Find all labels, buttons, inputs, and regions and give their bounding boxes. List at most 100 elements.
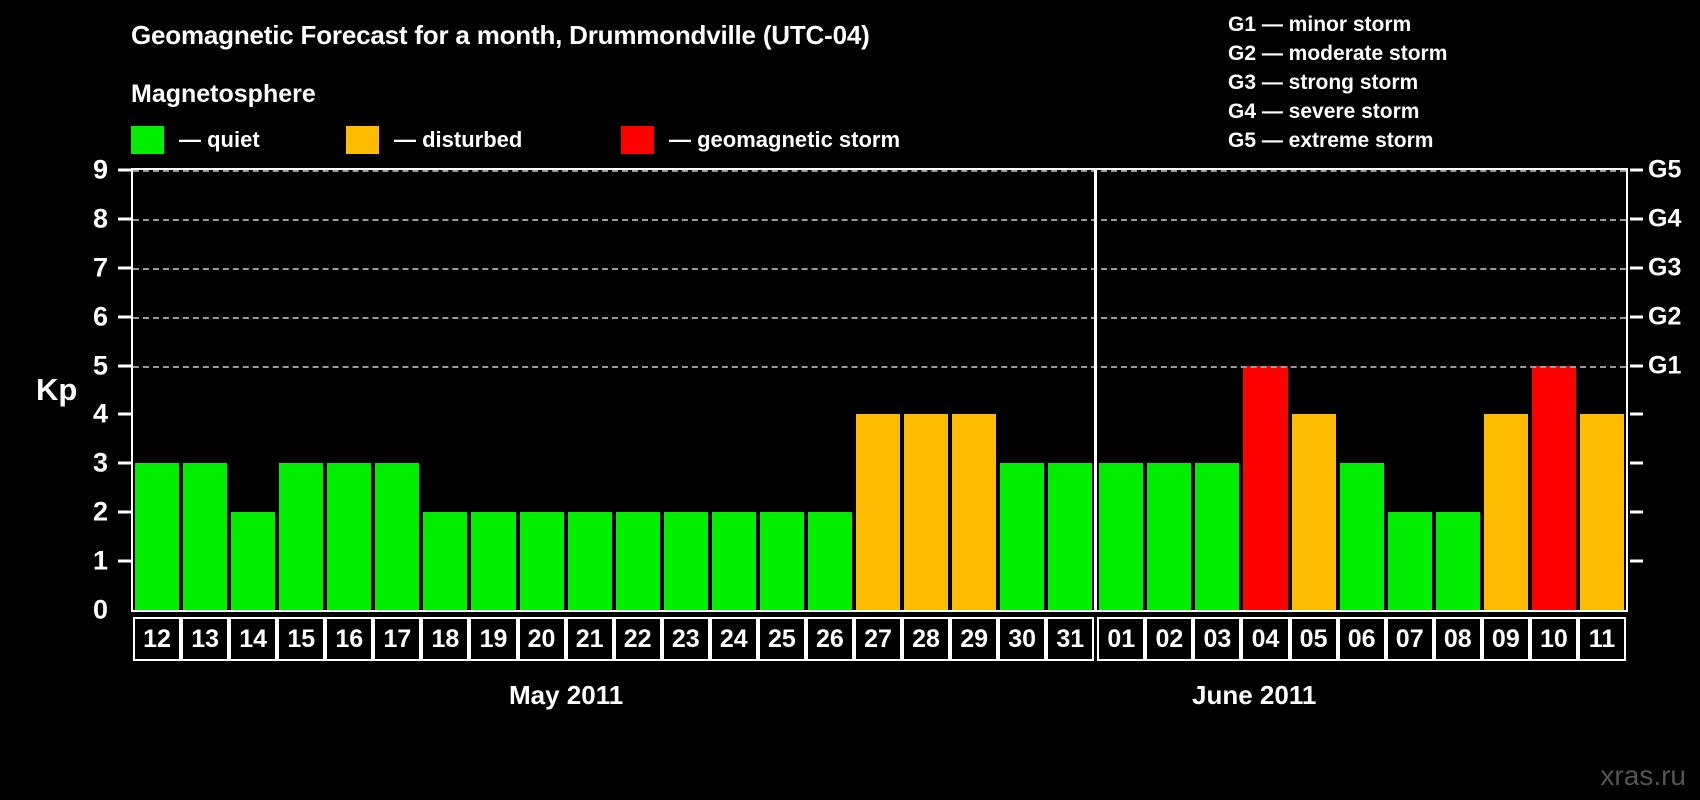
bar — [519, 512, 564, 610]
bar — [135, 463, 180, 610]
bar — [1099, 463, 1144, 610]
g-tick-mark-G2 — [1630, 315, 1643, 319]
date-label-08: 08 — [1433, 617, 1482, 661]
g-scale-row-3: G3 — strong storm — [1228, 71, 1419, 94]
legend-item-quiet: — quiet — [131, 125, 260, 155]
gridline-kp-5 — [133, 365, 1626, 368]
y-tick-label-4: 4 — [92, 398, 108, 429]
g-tick-label-G4: G4 — [1648, 204, 1682, 233]
bar — [952, 414, 997, 610]
g-tick-label-G3: G3 — [1648, 253, 1682, 282]
date-label-06: 06 — [1337, 617, 1386, 661]
g-scale-legend: G1 — minor storm G2 — moderate storm G3 — … — [1228, 10, 1447, 155]
y-tick-label-0: 0 — [92, 594, 108, 625]
legend-swatch-quiet — [131, 126, 164, 154]
legend-swatch-disturbed — [346, 126, 379, 154]
y-tick-mark-5 — [118, 364, 131, 368]
date-label-21: 21 — [565, 617, 614, 661]
bar — [1243, 365, 1288, 610]
gridline-kp-9 — [133, 170, 1626, 172]
bar — [327, 463, 372, 610]
date-label-22: 22 — [613, 617, 662, 661]
y-tick-label-8: 8 — [92, 203, 108, 234]
date-label-15: 15 — [277, 617, 326, 661]
plot-area — [131, 168, 1628, 612]
g-axis-minor-tick-4 — [1630, 412, 1643, 416]
date-label-30: 30 — [998, 617, 1047, 661]
date-label-20: 20 — [517, 617, 566, 661]
date-label-18: 18 — [421, 617, 470, 661]
date-label-07: 07 — [1385, 617, 1434, 661]
bar — [1531, 365, 1576, 610]
legend-item-disturbed: — disturbed — [346, 125, 522, 155]
y-tick-mark-2 — [118, 510, 131, 514]
date-label-09: 09 — [1481, 617, 1530, 661]
bar — [375, 463, 420, 610]
y-tick-mark-6 — [118, 315, 131, 319]
bar — [1195, 463, 1240, 610]
y-tick-label-1: 1 — [92, 545, 108, 576]
month-caption-2: June 2011 — [1192, 680, 1317, 710]
bar — [423, 512, 468, 610]
bar — [1291, 414, 1336, 610]
gridline-kp-7 — [133, 267, 1626, 270]
g-tick-mark-G1 — [1630, 364, 1643, 368]
y-tick-label-9: 9 — [92, 154, 108, 185]
bar — [663, 512, 708, 610]
date-label-29: 29 — [950, 617, 999, 661]
bar — [1579, 414, 1624, 610]
bar — [567, 512, 612, 610]
legend-label-storm: — geomagnetic storm — [669, 127, 901, 152]
y-tick-label-3: 3 — [92, 447, 108, 478]
legend-item-storm: — geomagnetic storm — [621, 125, 900, 155]
date-label-03: 03 — [1193, 617, 1242, 661]
date-label-31: 31 — [1046, 617, 1095, 661]
y-tick-mark-8 — [118, 217, 131, 221]
date-label-11: 11 — [1577, 617, 1626, 661]
g-scale-row-5: G5 — extreme storm — [1228, 129, 1434, 152]
bar — [471, 512, 516, 610]
bar — [1339, 463, 1384, 610]
g-tick-label-G1: G1 — [1648, 351, 1682, 380]
bar — [1048, 463, 1093, 610]
bar — [711, 512, 756, 610]
date-label-12: 12 — [133, 617, 182, 661]
date-label-02: 02 — [1145, 617, 1194, 661]
y-tick-label-7: 7 — [92, 252, 108, 283]
date-label-28: 28 — [902, 617, 951, 661]
y-tick-label-6: 6 — [92, 301, 108, 332]
month-divider — [1094, 170, 1098, 610]
date-label-16: 16 — [325, 617, 374, 661]
month-caption-1: May 2011 — [509, 680, 624, 710]
date-label-01: 01 — [1097, 617, 1146, 661]
date-label-17: 17 — [373, 617, 422, 661]
y-axis-title: Kp — [36, 372, 78, 407]
y-tick-label-5: 5 — [92, 350, 108, 381]
legend-label-quiet: — quiet — [179, 127, 260, 152]
y-tick-mark-9 — [118, 168, 131, 172]
magnetosphere-label: Magnetosphere — [131, 80, 316, 108]
date-label-26: 26 — [805, 617, 854, 661]
bars-layer — [133, 170, 1626, 610]
legend-swatch-storm — [621, 126, 654, 154]
g-axis-minor-tick-2 — [1630, 510, 1643, 514]
g-tick-label-G5: G5 — [1648, 155, 1682, 184]
date-label-13: 13 — [181, 617, 230, 661]
date-label-23: 23 — [661, 617, 710, 661]
g-axis-minor-tick-1 — [1630, 559, 1643, 563]
date-label-10: 10 — [1529, 617, 1578, 661]
y-tick-mark-7 — [118, 266, 131, 270]
date-label-27: 27 — [853, 617, 903, 661]
bar — [855, 414, 901, 610]
bar — [183, 463, 228, 610]
bar — [759, 512, 804, 610]
y-tick-label-2: 2 — [92, 496, 108, 527]
date-label-24: 24 — [709, 617, 758, 661]
g-tick-label-G2: G2 — [1648, 302, 1682, 331]
date-label-05: 05 — [1289, 617, 1338, 661]
g-tick-mark-G5 — [1630, 168, 1643, 172]
gridline-kp-8 — [133, 218, 1626, 221]
bar — [615, 512, 660, 610]
page-title: Geomagnetic Forecast for a month, Drummo… — [131, 20, 870, 50]
bar — [807, 512, 852, 610]
